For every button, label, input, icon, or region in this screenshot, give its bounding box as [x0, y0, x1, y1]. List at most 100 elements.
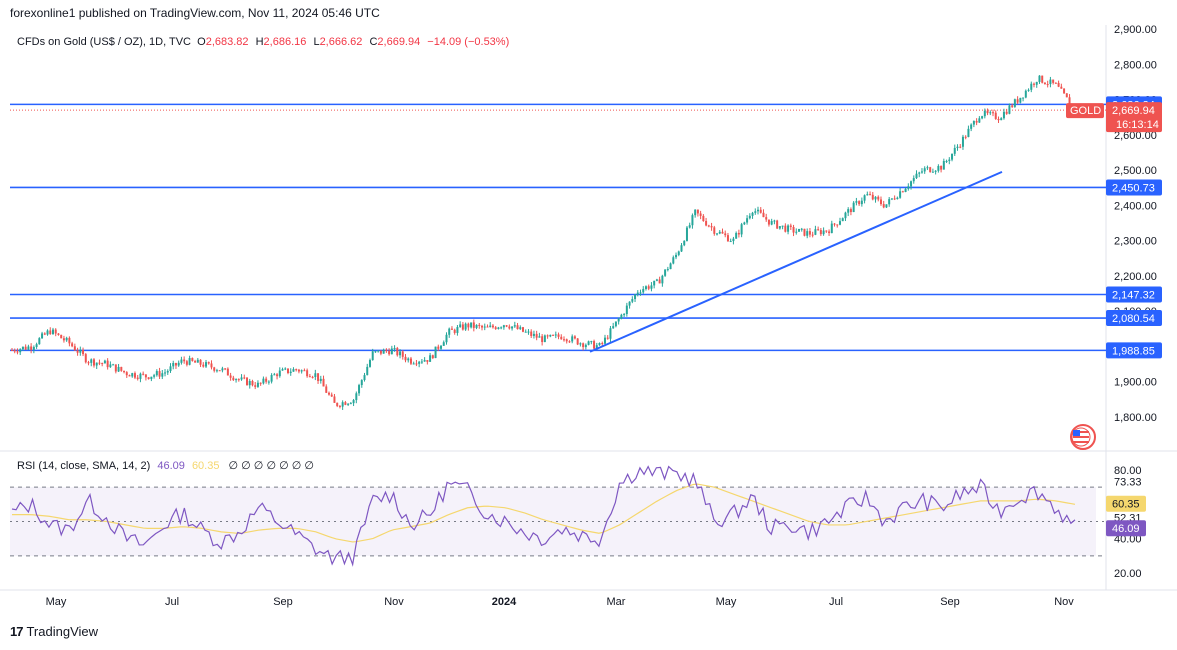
candle-up [278, 367, 281, 378]
candle-up [1038, 75, 1041, 84]
time-axis[interactable]: May Jul Sep Nov 2024 Mar May Jul Sep Nov [46, 596, 1075, 608]
candle-up [390, 345, 393, 355]
candle-down [246, 377, 249, 386]
open-value: 2,683.82 [205, 36, 249, 48]
candle-down [453, 328, 456, 335]
price-axis[interactable]: 2,900.002,800.002,700.002,600.002,500.00… [1066, 24, 1162, 580]
candle-down [940, 165, 943, 173]
candle-up [150, 376, 153, 382]
candle-down [308, 373, 311, 378]
candle-up [899, 187, 902, 199]
candle-up [970, 123, 973, 132]
candle-down [481, 324, 484, 331]
candle-down [516, 322, 519, 330]
candle-down [582, 342, 585, 351]
price-tick-label: 2,800.00 [1114, 59, 1157, 71]
candle-up [270, 373, 273, 384]
rsi-legend-label[interactable]: RSI (14, close, SMA, 14, 2) [17, 460, 151, 472]
candle-up [800, 227, 803, 232]
candle-down [762, 209, 765, 218]
candle-up [666, 266, 669, 272]
time-tick-label: May [46, 596, 67, 608]
candle-down [101, 362, 104, 367]
candle-down [472, 319, 475, 332]
candle-up [770, 218, 773, 226]
candle-down [30, 343, 33, 354]
candle-up [907, 183, 910, 191]
candle-down [229, 372, 232, 381]
candle-down [202, 362, 205, 368]
candle-up [267, 380, 270, 385]
candle-down [713, 225, 716, 236]
tradingview-brand[interactable]: 17 TradingView [10, 624, 98, 639]
price-pane[interactable] [0, 25, 1177, 591]
candle-down [1005, 108, 1008, 115]
candle-up [571, 334, 574, 344]
candle-up [978, 116, 981, 123]
candle-up [448, 327, 451, 338]
candle-down [207, 361, 210, 365]
candle-up [631, 296, 634, 304]
candle-down [147, 377, 150, 380]
candle-down [60, 334, 63, 339]
candle-down [647, 284, 650, 291]
candle-down [431, 354, 434, 360]
candle-down [450, 326, 453, 330]
candle-up [795, 228, 798, 235]
candle-down [836, 224, 839, 228]
candle-up [942, 158, 945, 170]
last-price-tag: 2,669.94 16:13:14 [1106, 102, 1162, 133]
rsi-tick-label: 73.33 [1114, 476, 1142, 488]
rsi-pane[interactable] [10, 465, 1106, 567]
candle-up [653, 280, 656, 289]
candle-down [833, 223, 836, 227]
candle-up [32, 345, 35, 354]
candle-down [259, 382, 262, 386]
candle-down [84, 352, 87, 364]
candle-down [828, 229, 831, 236]
candle-up [1002, 108, 1005, 120]
candle-up [579, 342, 582, 347]
candle-down [573, 335, 576, 340]
candle-up [177, 360, 180, 367]
candle-up [538, 332, 541, 338]
candle-up [888, 196, 891, 207]
us-flag-icon[interactable] [1070, 424, 1096, 450]
time-tick-label: May [716, 596, 737, 608]
candle-down [901, 190, 904, 193]
candle-up [934, 170, 937, 175]
candle-up [470, 322, 473, 329]
candle-down [49, 327, 52, 335]
candle-down [825, 230, 828, 233]
candle-up [1024, 89, 1027, 99]
candle-up [838, 217, 841, 226]
symbol-name[interactable]: CFDs on Gold (US$ / OZ), 1D, TVC [17, 36, 192, 48]
candle-down [808, 228, 811, 238]
candle-down [303, 368, 306, 372]
candle-up [41, 331, 44, 339]
time-tick-label: Nov [384, 596, 404, 608]
candle-down [401, 350, 404, 360]
candle-down [568, 340, 571, 343]
candle-up [300, 369, 303, 374]
candle-up [489, 322, 492, 328]
candle-up [475, 324, 478, 330]
candle-up [855, 197, 858, 206]
candle-up [642, 286, 645, 294]
candle-down [710, 222, 713, 231]
candle-up [412, 361, 415, 365]
candle-down [185, 359, 188, 367]
price-tick-label: 2,600.00 [1114, 130, 1157, 142]
close-value: 2,669.94 [377, 36, 421, 48]
candle-down [721, 228, 724, 234]
candle-up [778, 226, 781, 230]
candle-up [688, 222, 691, 229]
close-label: C [369, 36, 378, 48]
candle-up [360, 379, 363, 388]
candle-up [685, 225, 688, 242]
candle-down [560, 334, 563, 340]
candle-down [541, 334, 544, 346]
candle-up [180, 356, 183, 365]
candle-up [956, 144, 959, 151]
